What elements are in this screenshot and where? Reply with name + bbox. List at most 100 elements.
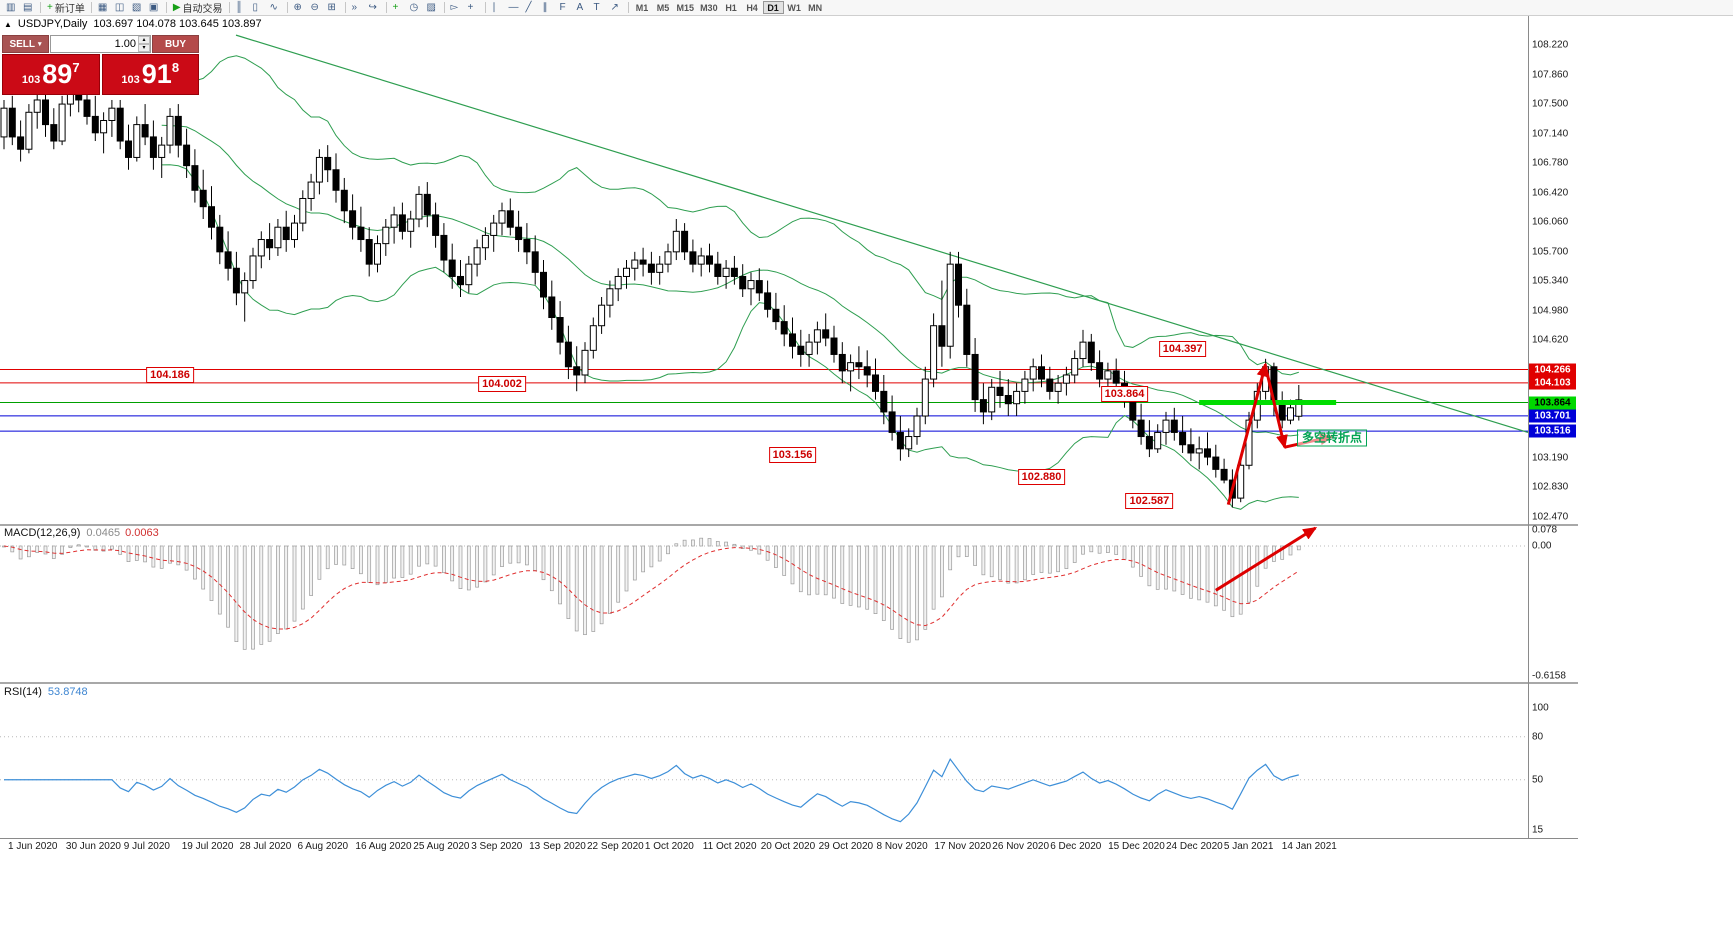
- timeframe-m1-button[interactable]: M1: [632, 1, 653, 14]
- toolbar-separator: [228, 2, 230, 13]
- macd-histogram-bar: [973, 545, 977, 566]
- trendline-button[interactable]: ╱: [523, 1, 540, 15]
- buy-button[interactable]: BUY: [152, 35, 199, 53]
- volume-input[interactable]: [51, 36, 138, 52]
- one-click-collapse-icon[interactable]: ▲: [4, 19, 12, 29]
- price-label-annotation[interactable]: 104.186: [146, 366, 194, 383]
- bull-candle: [133, 124, 141, 158]
- auto-scroll-button[interactable]: »: [349, 1, 366, 15]
- bear-candle: [1179, 431, 1187, 446]
- macd-histogram-bar: [1139, 545, 1143, 577]
- profiles-button[interactable]: ▤: [20, 1, 37, 15]
- timeframe-d1-button[interactable]: D1: [762, 1, 784, 14]
- bear-candle: [647, 263, 655, 273]
- timeframe-m15-button[interactable]: M15: [674, 1, 698, 14]
- text-button[interactable]: A: [574, 1, 591, 15]
- macd-histogram-bar: [574, 545, 579, 632]
- navigator-button[interactable]: ▧: [129, 1, 146, 15]
- arrows-button[interactable]: ↗: [608, 1, 625, 15]
- bear-candle: [457, 275, 464, 286]
- zoom-out-button[interactable]: ⊖: [308, 1, 325, 15]
- bear-candle: [17, 136, 25, 150]
- macd-histogram-bar: [151, 545, 156, 568]
- chart-shift-button[interactable]: ↪: [366, 1, 383, 15]
- macd-histogram-bar: [43, 545, 48, 555]
- sell-button-label: SELL: [9, 38, 36, 50]
- tile-windows-button[interactable]: ⊞: [325, 1, 342, 15]
- macd-histogram-bar: [840, 545, 845, 604]
- macd-signal-line: [3, 545, 1300, 630]
- trend-arrow-object: [1226, 362, 1269, 506]
- sell-price-button[interactable]: 103 89 7: [2, 54, 100, 95]
- macd-histogram-bar: [392, 545, 396, 579]
- macd-histogram-bar: [359, 545, 363, 575]
- bull-candle: [664, 251, 672, 265]
- cursor-button[interactable]: ▻: [448, 1, 465, 15]
- crosshair-button[interactable]: +: [465, 1, 482, 15]
- bull-candle: [58, 103, 66, 142]
- text-label-button[interactable]: T: [591, 1, 608, 15]
- macd-histogram-bar: [931, 545, 936, 610]
- sell-button[interactable]: SELL ▾: [2, 35, 49, 53]
- bar-chart-button[interactable]: ║: [233, 1, 250, 15]
- timeframe-m5-button[interactable]: M5: [653, 1, 674, 14]
- bear-candle: [398, 214, 406, 232]
- new-chart-button[interactable]: ▥: [3, 1, 20, 15]
- price-label-annotation[interactable]: 103.156: [768, 446, 817, 463]
- market-watch-button[interactable]: ▦: [95, 1, 112, 15]
- bull-candle: [374, 243, 381, 265]
- timeframe-h4-button[interactable]: H4: [742, 1, 763, 14]
- macd-histogram-bar: [110, 545, 114, 550]
- zoom-in-button[interactable]: ⊕: [291, 1, 308, 15]
- price-label-annotation[interactable]: 102.880: [1017, 468, 1066, 485]
- bear-candle: [1096, 362, 1104, 380]
- bull-candle: [407, 218, 415, 232]
- bull-candle: [672, 230, 680, 253]
- descending-trendline: [235, 34, 1529, 434]
- chart-canvas[interactable]: [0, 0, 1578, 860]
- macd-histogram-bar: [134, 545, 139, 561]
- macd-histogram-bar: [989, 545, 994, 578]
- price-label-annotation[interactable]: 103.864: [1100, 385, 1149, 402]
- terminal-button[interactable]: ▣: [146, 1, 163, 15]
- text-label-icon: T: [593, 2, 600, 13]
- templates-button[interactable]: ▨: [424, 1, 441, 15]
- bear-candle: [739, 275, 747, 290]
- bear-candle: [1129, 399, 1137, 421]
- periods-button[interactable]: ◷: [407, 1, 424, 15]
- bear-candle: [888, 411, 896, 433]
- line-chart-button[interactable]: ∿: [267, 1, 284, 15]
- indicators-button[interactable]: +: [390, 1, 407, 15]
- timeframe-mn-button[interactable]: MN: [805, 1, 826, 14]
- volume-down-button[interactable]: ▾: [138, 44, 150, 52]
- chart-shift-icon: ↪: [368, 2, 377, 13]
- bull-candle: [606, 288, 614, 306]
- volume-up-button[interactable]: ▴: [138, 36, 150, 44]
- buy-price-button[interactable]: 103 91 8: [101, 54, 199, 95]
- bull-candle: [291, 222, 298, 241]
- bear-candle: [880, 390, 888, 413]
- price-label-annotation[interactable]: 102.587: [1125, 493, 1174, 510]
- data-window-button[interactable]: ◫: [112, 1, 129, 15]
- timeframe-m30-button[interactable]: M30: [697, 1, 721, 14]
- price-label-annotation[interactable]: 104.002: [478, 376, 526, 392]
- price-label-annotation[interactable]: 104.397: [1158, 340, 1207, 357]
- macd-histogram-bar: [1197, 545, 1202, 601]
- candlestick-chart-button[interactable]: ▯: [250, 1, 267, 15]
- vertical-line-button[interactable]: ∣: [489, 1, 506, 15]
- turning-point-note[interactable]: 多空转折点: [1296, 429, 1368, 447]
- equidistant-channel-button[interactable]: ∥: [540, 1, 557, 15]
- bear-candle: [1278, 403, 1286, 421]
- fibonacci-button[interactable]: F: [557, 1, 574, 15]
- macd-histogram-bar: [632, 545, 637, 581]
- macd-histogram-bar: [591, 545, 596, 632]
- autotrading-button[interactable]: ▶ 自动交易: [170, 1, 226, 15]
- horizontal-line-button[interactable]: ―: [506, 1, 523, 15]
- bear-candle: [365, 239, 373, 265]
- new-order-button[interactable]: + 新订单: [44, 1, 88, 15]
- timeframe-h1-button[interactable]: H1: [721, 1, 742, 14]
- macd-histogram-bar: [408, 545, 413, 575]
- bear-candle: [1212, 456, 1220, 470]
- timeframe-w1-button[interactable]: W1: [784, 1, 805, 14]
- terminal-icon: ▣: [148, 2, 159, 13]
